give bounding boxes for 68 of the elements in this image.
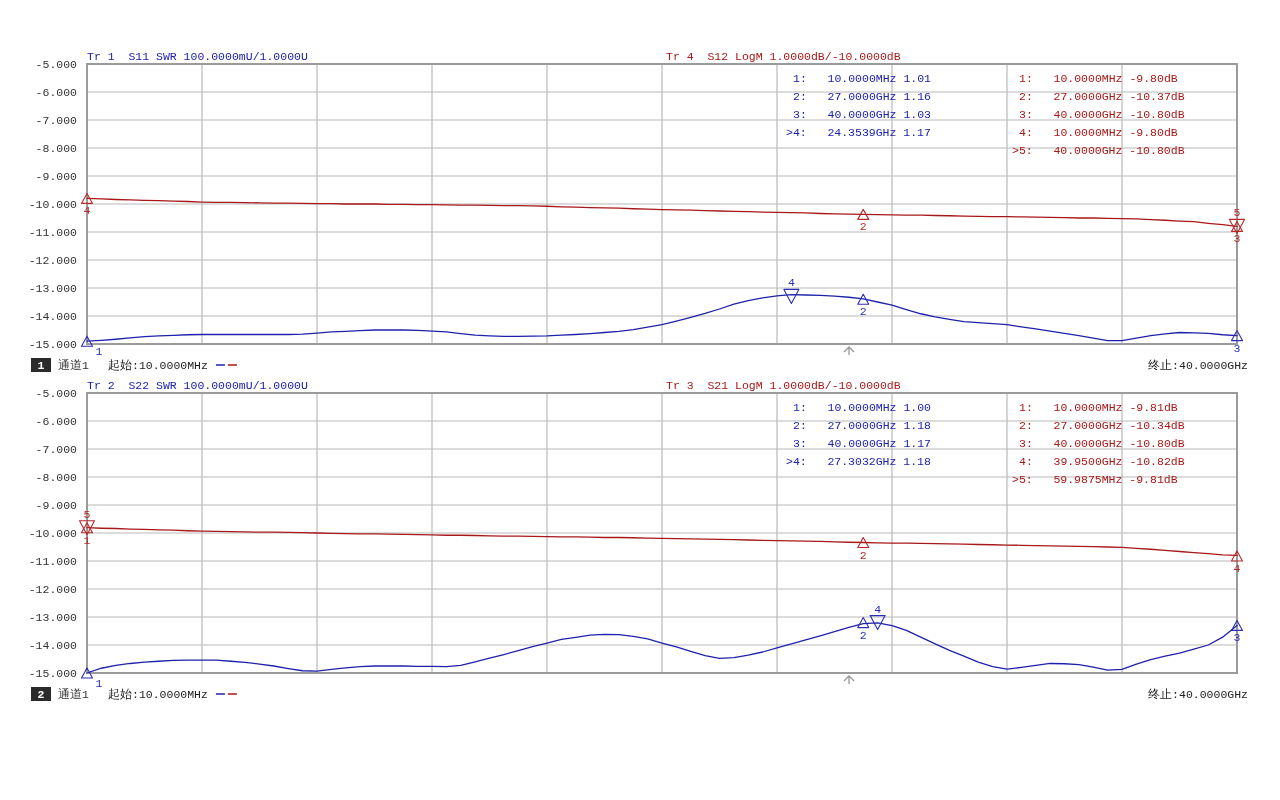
annotation: 1: 10.0000MHz 1.00 — [793, 401, 932, 414]
series-label: 5 — [1233, 206, 1241, 220]
annotation: >5: 40.0000GHz -10.80dB — [1012, 144, 1185, 157]
y-tick-label: -11.000 — [28, 226, 78, 239]
series-label: 2 — [859, 628, 867, 642]
annotation: 2: 27.0000GHz -10.37dB — [1019, 90, 1185, 103]
series-label: 1 — [83, 533, 91, 547]
y-tick-label: -15.000 — [28, 338, 78, 351]
y-tick-label: -6.000 — [35, 415, 78, 428]
annotation: 1: 10.0000MHz 1.01 — [793, 72, 932, 85]
series-label: 2 — [859, 305, 867, 319]
series-label: 4 — [874, 602, 882, 616]
text: 通道1 — [58, 688, 89, 701]
y-tick-label: -10.000 — [28, 527, 78, 540]
text: Tr 2 S22 SWR 100.0000mU/1.0000U — [87, 379, 308, 392]
series-label: 5 — [83, 507, 91, 521]
annotation: 1: 10.0000MHz -9.81dB — [1019, 401, 1178, 414]
y-tick-label: -13.000 — [28, 282, 78, 295]
series-label: 4 — [787, 276, 795, 290]
series-label: 3 — [1233, 232, 1241, 246]
annotation: 3: 40.0000GHz -10.80dB — [1019, 437, 1185, 450]
y-tick-label: -7.000 — [35, 114, 78, 127]
series-label: 1 — [95, 677, 103, 690]
text: 2 — [37, 688, 45, 701]
text: Tr 4 S12 LogM 1.0000dB/-10.0000dB — [666, 50, 901, 63]
text: 起始:10.0000MHz — [108, 688, 208, 701]
annotation: >5: 59.9875MHz -9.81dB — [1012, 473, 1178, 486]
annotation: 2: 27.0000GHz 1.18 — [793, 419, 932, 432]
text: 起始:10.0000MHz — [108, 359, 208, 372]
text: 终止:40.0000GHz — [1148, 359, 1248, 372]
series-label: 3 — [1233, 631, 1241, 645]
annotation: 2: 27.0000GHz -10.34dB — [1019, 419, 1185, 432]
series-label: 2 — [859, 548, 867, 562]
y-tick-label: -13.000 — [28, 611, 78, 624]
series-label: 4 — [83, 204, 91, 218]
text: 通道1 — [58, 359, 89, 372]
y-tick-label: -5.000 — [35, 387, 78, 400]
y-tick-label: -12.000 — [28, 583, 78, 596]
annotation: 2: 27.0000GHz 1.16 — [793, 90, 932, 103]
y-tick-label: -14.000 — [28, 639, 78, 652]
annotation: >4: 27.3032GHz 1.18 — [786, 455, 932, 468]
annotation: 3: 40.0000GHz 1.03 — [793, 108, 932, 121]
y-tick-label: -8.000 — [35, 471, 78, 484]
series-label: 3 — [1233, 341, 1241, 355]
annotation: >4: 24.3539GHz 1.17 — [786, 126, 931, 139]
y-tick-label: -15.000 — [28, 667, 78, 680]
y-tick-label: -5.000 — [35, 58, 78, 71]
y-tick-label: -7.000 — [35, 443, 78, 456]
annotation: 3: 40.0000GHz 1.17 — [793, 437, 932, 450]
text: 终止:40.0000GHz — [1148, 688, 1248, 701]
y-tick-label: -8.000 — [35, 142, 78, 155]
y-tick-label: -14.000 — [28, 310, 78, 323]
series-label: 2 — [859, 220, 867, 234]
text: 1 — [37, 359, 45, 372]
text: Tr 1 S11 SWR 100.0000mU/1.0000U — [87, 50, 308, 63]
annotation: 3: 40.0000GHz -10.80dB — [1019, 108, 1185, 121]
series-label: 1 — [95, 345, 103, 359]
y-tick-label: -10.000 — [28, 198, 78, 211]
annotation: 1: 10.0000MHz -9.80dB — [1019, 72, 1178, 85]
annotation: 4: 10.0000MHz -9.80dB — [1019, 126, 1178, 139]
y-tick-label: -11.000 — [28, 555, 78, 568]
y-tick-label: -6.000 — [35, 86, 78, 99]
series-label: 4 — [1233, 561, 1241, 575]
annotation: 4: 39.9500GHz -10.82dB — [1019, 455, 1185, 468]
y-tick-label: -12.000 — [28, 254, 78, 267]
y-tick-label: -9.000 — [35, 499, 78, 512]
text: Tr 3 S21 LogM 1.0000dB/-10.0000dB — [666, 379, 901, 392]
y-tick-label: -9.000 — [35, 170, 78, 183]
